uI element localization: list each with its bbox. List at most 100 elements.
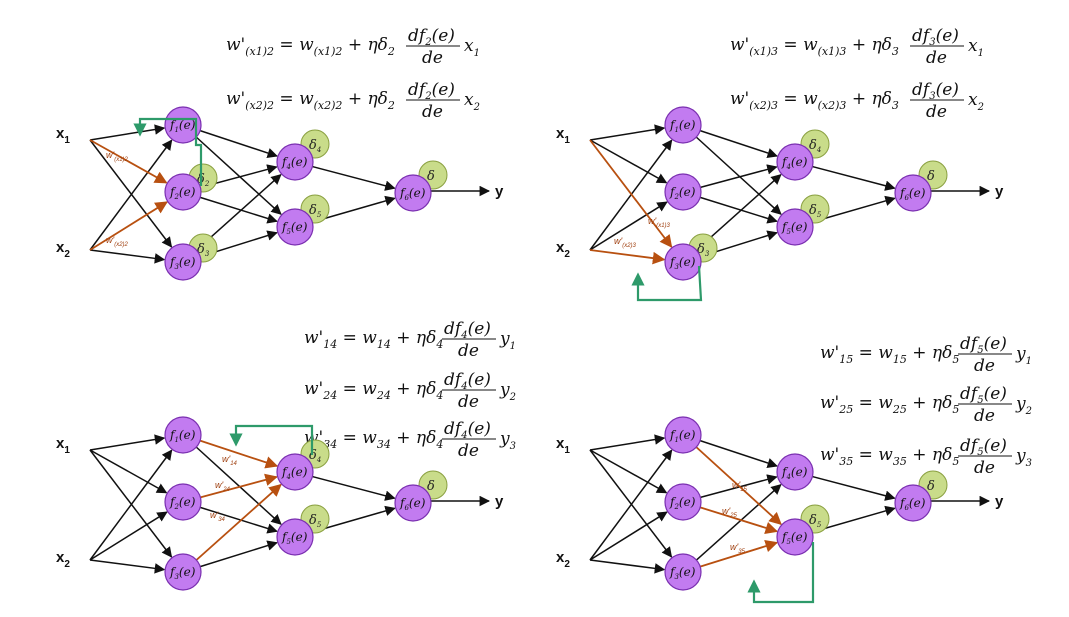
weight-label-1: w'(x1)3 [648, 216, 671, 229]
edge-n1-n5 [695, 136, 782, 215]
neuron-label-n5: f5(e) [281, 220, 308, 236]
weight-label-1: w'14 [222, 454, 238, 467]
svg-text:df2(e): df2(e) [408, 26, 455, 48]
svg-text:w'(x1)3 = w(x1)3 + ηδ3: w'(x1)3 = w(x1)3 + ηδ3 [730, 35, 899, 58]
neuron-n2 [664, 173, 702, 211]
svg-text:df4(e): df4(e) [444, 319, 491, 341]
delta-label-n4: δ4 [809, 138, 821, 154]
network-panel-1: yx1x2δ2δ3δ4δ5δf1(e)f2(e)f3(e)f4(e)f5(e)f… [56, 106, 504, 281]
edge-n3-n4 [695, 483, 782, 561]
neuron-label-n6: f6(e) [899, 496, 926, 512]
input-label-x1: x1 [56, 435, 70, 456]
edge-n2-n5 [699, 196, 778, 224]
neuron-n1 [664, 416, 702, 454]
equations-layer: w'(x1)2 = w(x1)2 + ηδ2df2(e)dex1w'(x2)2 … [226, 26, 1032, 478]
svg-text:w'24 = w24 + ηδ4: w'24 = w24 + ηδ4 [304, 379, 443, 402]
delta-label-n6: δ [427, 479, 435, 494]
svg-text:de: de [422, 102, 443, 122]
delta-label-n5: δ5 [809, 203, 822, 219]
edge-x1-n3 [89, 139, 173, 248]
svg-text:w'(x1)2 = w(x1)2 + ηδ2: w'(x1)2 = w(x1)2 + ηδ2 [226, 35, 395, 58]
svg-text:x1: x1 [464, 36, 480, 59]
neuron-n1 [164, 106, 202, 144]
svg-text:df3(e): df3(e) [912, 26, 959, 48]
equation-w-x1-3: w'(x1)3 = w(x1)3 + ηδ3 df3(e)de x1 [730, 26, 984, 68]
svg-text:de: de [458, 341, 479, 361]
edge-n2-n4 [700, 164, 778, 189]
neuron-n4 [776, 143, 814, 181]
svg-text:w'14 = w14 + ηδ4: w'14 = w14 + ηδ4 [304, 328, 443, 351]
input-label-x2: x2 [56, 549, 70, 570]
svg-text:de: de [422, 48, 443, 68]
edge-x2-n3 [589, 559, 666, 574]
svg-text:de: de [974, 356, 995, 376]
svg-text:w'34 = w34 + ηδ4: w'34 = w34 + ηδ4 [304, 428, 443, 451]
svg-text:y3: y3 [1015, 446, 1032, 469]
delta-label-n4: δ4 [309, 138, 321, 154]
networks-layer: yx1x2δ2δ3δ4δ5δf1(e)f2(e)f3(e)f4(e)f5(e)f… [56, 106, 1004, 604]
edge-n2-n5 [199, 196, 278, 224]
neuron-n6 [894, 484, 932, 522]
edge-x2-n3 [89, 249, 166, 264]
neuron-label-n5: f5(e) [781, 220, 808, 236]
neuron-label-n4: f4(e) [781, 155, 808, 171]
equation-w-x2-3: w'(x2)3 = w(x2)3 + ηδ3 df3(e)de x2 [730, 80, 984, 122]
input-label-x2: x2 [556, 549, 570, 570]
neuron-label-n3: f3(e) [169, 565, 196, 581]
neuron-n5 [776, 208, 814, 246]
input-label-x1: x1 [56, 125, 70, 146]
neuron-label-n2: f2(e) [669, 495, 696, 511]
svg-text:w'25 = w25 + ηδ5: w'25 = w25 + ηδ5 [820, 393, 959, 416]
svg-text:df4(e): df4(e) [444, 370, 491, 392]
edge-x2-n1 [589, 449, 673, 561]
input-label-x2: x2 [56, 239, 70, 260]
neuron-label-n5: f5(e) [781, 530, 808, 546]
neuron-n3 [164, 243, 202, 281]
svg-text:y3: y3 [499, 429, 516, 452]
delta-label-n6: δ [927, 479, 935, 494]
svg-text:y2: y2 [499, 380, 516, 403]
svg-text:de: de [458, 392, 479, 412]
neuron-n3 [164, 553, 202, 591]
delta-label-n5: δ5 [309, 513, 322, 529]
edge-x2-n1 [589, 139, 673, 251]
delta-label-n3: δ3 [197, 242, 210, 258]
edge-x2-n2 [589, 201, 668, 251]
network-panel-2: y x1 x2 δ3 δ4 δ5 δ f1(e) f2(e) f3(e) f4(e) f5(e) f6(… [556, 106, 1004, 302]
neuron-label-n1: f1(e) [169, 428, 196, 444]
output-label-y: y [495, 183, 504, 200]
edge-x1-n1 [589, 434, 666, 451]
highlight-edge-n2-n4 [200, 473, 278, 499]
feedback-arrow [133, 117, 203, 186]
edge-n2-n5 [199, 506, 278, 534]
svg-text:de: de [926, 48, 947, 68]
highlight-edge-n1-n4 [199, 439, 279, 469]
delta-label-n3: δ3 [697, 242, 710, 258]
neuron-n6 [894, 174, 932, 212]
edge-x2-n1 [89, 139, 173, 251]
svg-text:w'(x2)3 = w(x2)3 + ηδ3: w'(x2)3 = w(x2)3 + ηδ3 [730, 89, 899, 112]
weight-label-1: w'15 [732, 480, 748, 493]
neuron-n4 [276, 453, 314, 491]
highlight-edge-x2-n2 [89, 201, 168, 251]
neuron-n1 [664, 106, 702, 144]
neuron-label-n3: f3(e) [669, 255, 696, 271]
edge-x1-n1 [89, 434, 166, 451]
neuron-label-n4: f4(e) [281, 155, 308, 171]
edge-n1-n4 [199, 129, 278, 159]
edge-x2-n1 [89, 449, 173, 561]
neuron-label-n3: f3(e) [169, 255, 196, 271]
edge-n4-n6 [812, 475, 896, 501]
neuron-n1 [164, 416, 202, 454]
svg-text:df3(e): df3(e) [912, 80, 959, 102]
network-panel-4: y x1 x2 δ5 δ f1(e) f2(e) f3(e) f4(e) f5(e) f6(e) w'… [556, 416, 1004, 604]
input-label-x1: x1 [556, 435, 570, 456]
neuron-n6 [394, 174, 432, 212]
neuron-label-n1: f1(e) [669, 118, 696, 134]
weight-label-3: w'34 [210, 510, 226, 523]
weight-label-3: w'35 [730, 542, 746, 555]
output-label-y: y [995, 183, 1004, 200]
svg-text:w'(x2)2 = w(x2)2 + ηδ2: w'(x2)2 = w(x2)2 + ηδ2 [226, 89, 395, 112]
